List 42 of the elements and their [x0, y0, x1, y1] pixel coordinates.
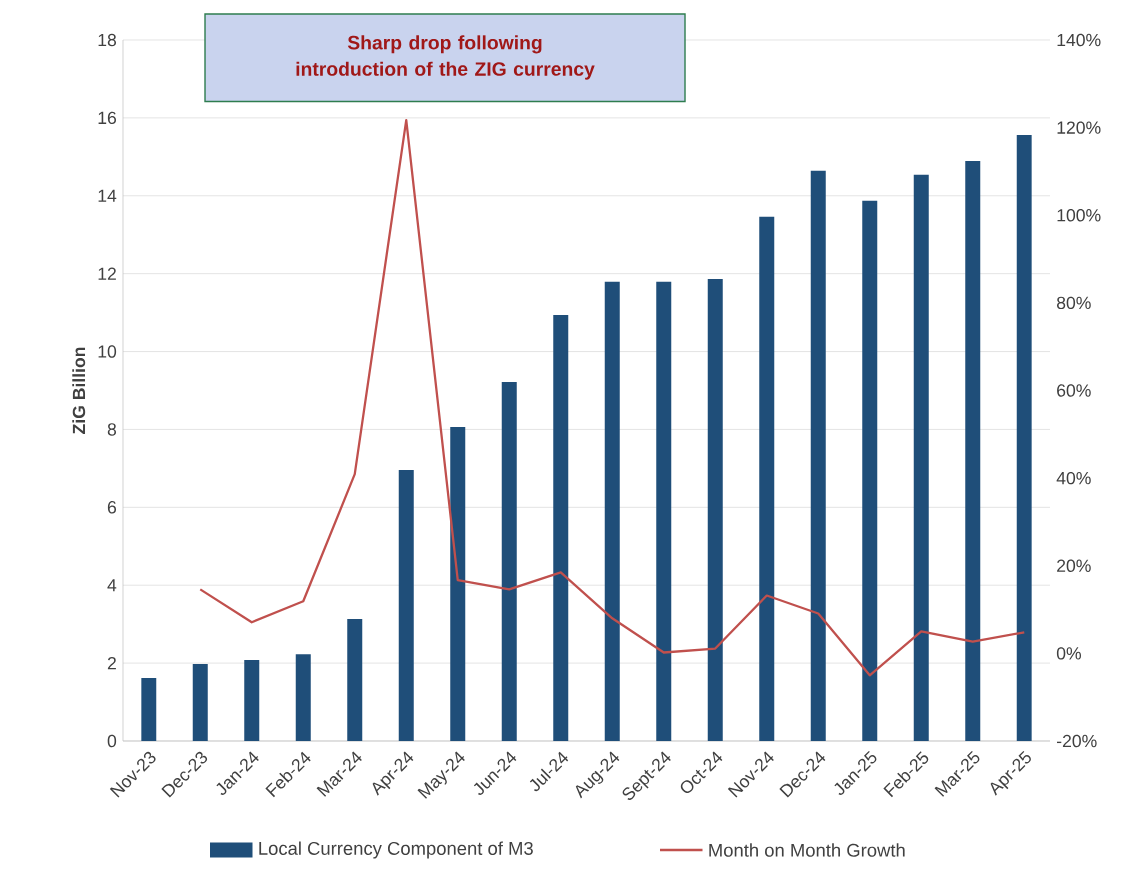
bar	[965, 161, 981, 741]
y2-tick-label: 60%	[1057, 384, 1091, 397]
annotation: Sharp drop following introduction of the ZIG currency	[296, 35, 595, 80]
y2-tick-label: 0%	[1056, 647, 1082, 660]
bar	[398, 469, 414, 741]
bar	[707, 279, 723, 741]
line-series	[199, 119, 1026, 677]
bar	[141, 677, 157, 741]
legend-label: Month on Month Growth	[709, 843, 905, 857]
y-tick-label: 16	[98, 111, 117, 125]
y-tick-label: 14	[98, 189, 117, 202]
bar	[192, 663, 208, 741]
y2-tick-label: 140%	[1057, 33, 1101, 47]
y-tick-label: 12	[98, 267, 116, 280]
bar	[244, 659, 260, 741]
y2-tick-label: 20%	[1057, 559, 1091, 572]
y-tick-label: 2	[107, 656, 116, 670]
bar	[862, 200, 878, 741]
y2-tick-label: 100%	[1057, 209, 1101, 222]
y-tick-label: 0	[107, 734, 117, 748]
y-tick-label: 4	[107, 579, 117, 592]
bar	[913, 174, 929, 741]
bar	[295, 654, 311, 741]
y2-tick-label: -20%	[1056, 734, 1097, 748]
y2-tick-label: 80%	[1056, 296, 1091, 310]
y2-tick-label: 120%	[1057, 121, 1101, 134]
bar	[656, 281, 672, 741]
y-tick-label: 8	[107, 423, 117, 436]
bar	[604, 281, 620, 741]
y-tick-label: 10	[98, 345, 117, 358]
bar	[501, 381, 517, 741]
bar	[450, 427, 466, 741]
bar	[553, 314, 569, 741]
y2-tick-label: 40%	[1056, 471, 1091, 485]
y-tick-label: 18	[98, 33, 117, 47]
bar	[759, 216, 775, 741]
y-tick-label: 6	[107, 501, 117, 514]
bar	[347, 619, 363, 741]
bar	[810, 170, 826, 741]
bar	[1016, 135, 1032, 741]
y-axis-title: ZiG Billion	[72, 347, 86, 434]
legend-label: Local Currency Component of M3	[259, 841, 533, 859]
